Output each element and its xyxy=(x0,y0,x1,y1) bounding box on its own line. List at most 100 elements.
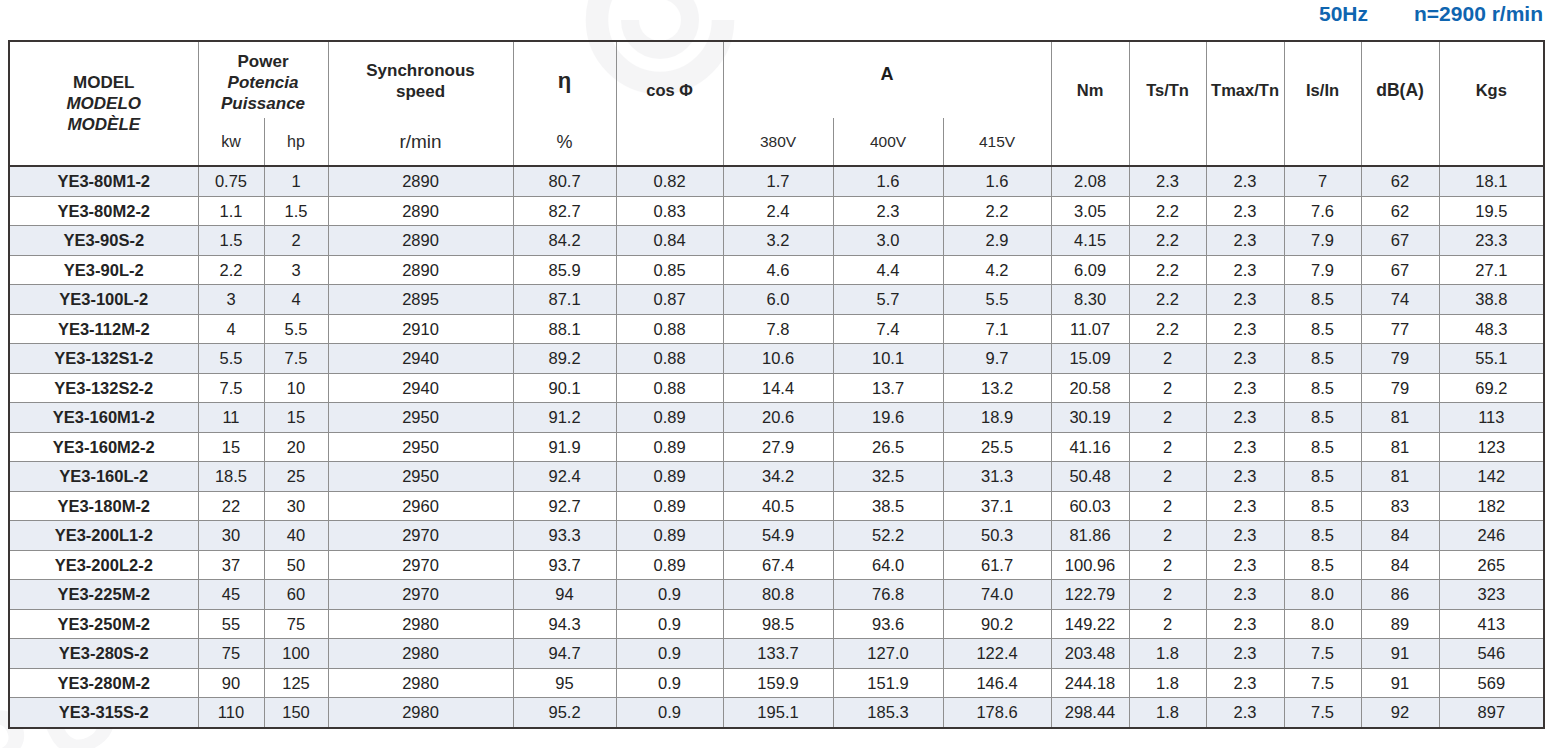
value-cell: 146.4 xyxy=(943,668,1051,698)
value-cell: 3.0 xyxy=(833,226,943,256)
table-row: YE3-132S1-25.57.5294089.20.8810.610.19.7… xyxy=(9,344,1544,374)
value-cell: 0.75 xyxy=(198,166,264,196)
value-cell: 2.3 xyxy=(1206,226,1284,256)
value-cell: 89.2 xyxy=(513,344,616,374)
motor-spec-table: MODEL MODELO MODÈLE Power Potencia Puiss… xyxy=(8,40,1545,729)
value-cell: 10 xyxy=(264,373,328,403)
value-cell: 2950 xyxy=(328,462,513,492)
value-cell: 2.3 xyxy=(1206,550,1284,580)
value-cell: 79 xyxy=(1361,344,1439,374)
value-cell: 2.08 xyxy=(1051,166,1129,196)
value-cell: 2.3 xyxy=(1206,285,1284,315)
value-cell: 2 xyxy=(1129,344,1206,374)
value-cell: 2 xyxy=(1129,373,1206,403)
value-cell: 7.5 xyxy=(1284,668,1361,698)
value-cell: 94.7 xyxy=(513,639,616,669)
frequency-label: 50Hz xyxy=(1319,2,1368,26)
value-cell: 4.6 xyxy=(723,255,833,285)
subheader-380v: 380V xyxy=(723,118,833,166)
value-cell: 2.3 xyxy=(1206,255,1284,285)
value-cell: 2.3 xyxy=(1206,314,1284,344)
value-cell: 2970 xyxy=(328,580,513,610)
value-cell: 13.7 xyxy=(833,373,943,403)
column-header-model: MODEL MODELO MODÈLE xyxy=(9,41,198,166)
value-cell: 7.5 xyxy=(1284,698,1361,728)
value-cell: 40 xyxy=(264,521,328,551)
value-cell: 2.2 xyxy=(1129,285,1206,315)
model-cell: YE3-315S-2 xyxy=(9,698,198,728)
value-cell: 74.0 xyxy=(943,580,1051,610)
value-cell: 80.8 xyxy=(723,580,833,610)
value-cell: 95.2 xyxy=(513,698,616,728)
value-cell: 2 xyxy=(1129,550,1206,580)
value-cell: 94.3 xyxy=(513,609,616,639)
value-cell: 2960 xyxy=(328,491,513,521)
value-cell: 37.1 xyxy=(943,491,1051,521)
value-cell: 90 xyxy=(198,668,264,698)
value-cell: 6.09 xyxy=(1051,255,1129,285)
value-cell: 87.1 xyxy=(513,285,616,315)
value-cell: 69.2 xyxy=(1439,373,1544,403)
table-row: YE3-160L-218.525295092.40.8934.232.531.3… xyxy=(9,462,1544,492)
value-cell: 11.07 xyxy=(1051,314,1129,344)
value-cell: 55.1 xyxy=(1439,344,1544,374)
value-cell: 80.7 xyxy=(513,166,616,196)
value-cell: 4 xyxy=(198,314,264,344)
value-cell: 2.2 xyxy=(1129,196,1206,226)
value-cell: 0.82 xyxy=(616,166,723,196)
value-cell: 25.5 xyxy=(943,432,1051,462)
value-cell: 8.5 xyxy=(1284,550,1361,580)
table-row: YE3-80M1-20.751289080.70.821.71.61.62.08… xyxy=(9,166,1544,196)
value-cell: 0.83 xyxy=(616,196,723,226)
value-cell: 25 xyxy=(264,462,328,492)
value-cell: 50 xyxy=(264,550,328,580)
value-cell: 92.4 xyxy=(513,462,616,492)
value-cell: 7.9 xyxy=(1284,255,1361,285)
column-header-kgs: Kgs xyxy=(1439,41,1544,166)
value-cell: 52.2 xyxy=(833,521,943,551)
value-cell: 77 xyxy=(1361,314,1439,344)
model-cell: YE3-225M-2 xyxy=(9,580,198,610)
value-cell: 7 xyxy=(1284,166,1361,196)
value-cell: 41.16 xyxy=(1051,432,1129,462)
value-cell: 91.9 xyxy=(513,432,616,462)
table-row: YE3-200L1-23040297093.30.8954.952.250.38… xyxy=(9,521,1544,551)
value-cell: 60.03 xyxy=(1051,491,1129,521)
value-cell: 75 xyxy=(198,639,264,669)
value-cell: 8.5 xyxy=(1284,373,1361,403)
table-row: YE3-225M-245602970940.980.876.874.0122.7… xyxy=(9,580,1544,610)
value-cell: 2940 xyxy=(328,344,513,374)
value-cell: 1.1 xyxy=(198,196,264,226)
value-cell: 4 xyxy=(264,285,328,315)
value-cell: 149.22 xyxy=(1051,609,1129,639)
table-row: YE3-160M2-21520295091.90.8927.926.525.54… xyxy=(9,432,1544,462)
value-cell: 15 xyxy=(264,403,328,433)
value-cell: 48.3 xyxy=(1439,314,1544,344)
value-cell: 38.5 xyxy=(833,491,943,521)
value-cell: 1.8 xyxy=(1129,668,1206,698)
value-cell: 10.6 xyxy=(723,344,833,374)
value-cell: 3.2 xyxy=(723,226,833,256)
value-cell: 2.2 xyxy=(1129,255,1206,285)
value-cell: 122.79 xyxy=(1051,580,1129,610)
value-cell: 5.5 xyxy=(943,285,1051,315)
value-cell: 20.58 xyxy=(1051,373,1129,403)
value-cell: 90.2 xyxy=(943,609,1051,639)
value-cell: 5.5 xyxy=(198,344,264,374)
value-cell: 62 xyxy=(1361,196,1439,226)
value-cell: 2.3 xyxy=(1206,491,1284,521)
value-cell: 62 xyxy=(1361,166,1439,196)
value-cell: 19.5 xyxy=(1439,196,1544,226)
value-cell: 897 xyxy=(1439,698,1544,728)
table-row: YE3-180M-22230296092.70.8940.538.537.160… xyxy=(9,491,1544,521)
value-cell: 79 xyxy=(1361,373,1439,403)
value-cell: 92.7 xyxy=(513,491,616,521)
value-cell: 30.19 xyxy=(1051,403,1129,433)
value-cell: 0.89 xyxy=(616,432,723,462)
table-row: YE3-80M2-21.11.5289082.70.832.42.32.23.0… xyxy=(9,196,1544,226)
value-cell: 0.89 xyxy=(616,462,723,492)
value-cell: 20.6 xyxy=(723,403,833,433)
value-cell: 2.3 xyxy=(1206,609,1284,639)
model-cell: YE3-160M2-2 xyxy=(9,432,198,462)
value-cell: 0.85 xyxy=(616,255,723,285)
